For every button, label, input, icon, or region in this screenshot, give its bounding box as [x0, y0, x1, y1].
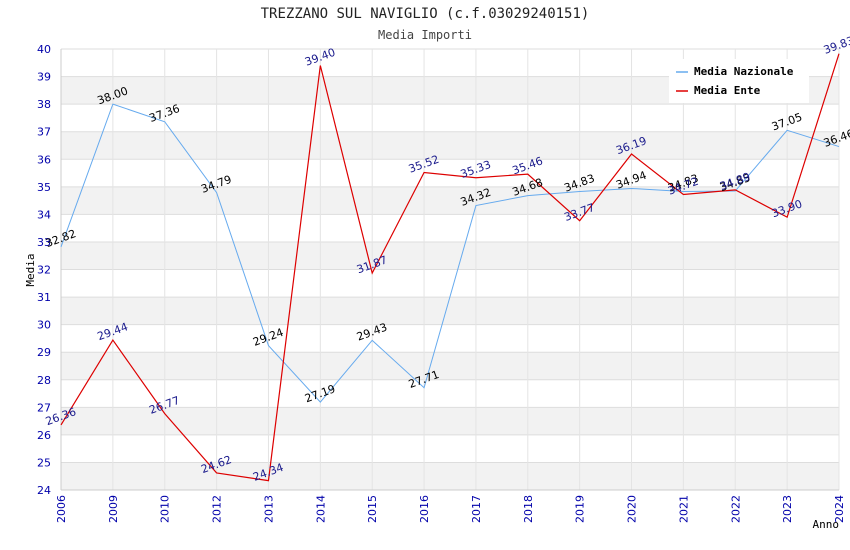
x-tick-label: 2017: [470, 495, 483, 523]
plot-band: [61, 352, 839, 380]
y-tick-label: 32: [37, 264, 51, 277]
x-tick-label: 2022: [729, 495, 742, 523]
legend-box: [669, 59, 809, 103]
plot-band: [61, 269, 839, 298]
series-line-nazionale: [60, 103, 840, 403]
x-axis-label: Anno: [813, 518, 840, 531]
plot-band: [61, 434, 839, 463]
y-tick-label: 37: [37, 126, 51, 139]
y-tick-label: 34: [37, 208, 51, 221]
chart-title: TREZZANO SUL NAVIGLIO (c.f.03029240151): [261, 6, 590, 22]
y-tick-label: 27: [37, 401, 51, 414]
x-tick-label: 2009: [107, 495, 120, 523]
plot-band: [61, 131, 839, 160]
y-tick-label: 39: [37, 71, 51, 84]
y-tick-label: 25: [37, 456, 51, 469]
plot-band: [61, 379, 839, 408]
y-tick-label: 38: [37, 98, 51, 111]
y-tick-label: 36: [37, 153, 51, 166]
x-tick-label: 2021: [677, 495, 690, 523]
plot-band: [61, 104, 839, 132]
y-tick-label: 33: [37, 236, 51, 249]
legend-label-ente: Media Ente: [694, 84, 761, 97]
plot-band: [61, 241, 839, 270]
x-tick-label: 2010: [159, 495, 172, 523]
chart-subtitle: Media Importi: [378, 28, 472, 42]
series-lines: [60, 53, 840, 482]
plot-band: [61, 159, 839, 187]
plot-band: [61, 214, 839, 242]
y-tick-label: 26: [37, 429, 51, 442]
x-tick-label: 2019: [574, 495, 587, 523]
y-tick-label: 29: [37, 346, 51, 359]
x-tick-label: 2013: [262, 495, 275, 523]
plot-band: [61, 324, 839, 353]
y-tick-label: 40: [37, 43, 51, 56]
y-tick-label: 24: [37, 484, 51, 497]
x-axis-ticks: 2006 2009 2010 2012 2013 2014 2015 2016 2017 2018…: [55, 495, 846, 523]
x-tick-label: 2012: [211, 495, 224, 523]
x-tick-label: 2018: [522, 495, 535, 523]
x-tick-label: 2024: [833, 495, 846, 523]
y-tick-label: 30: [37, 319, 51, 332]
x-tick-label: 2016: [418, 495, 431, 523]
y-axis-ticks: 24 25 26 27 28 29 30 31 32 33 34 35 36 37 38 39 40: [37, 43, 51, 497]
x-tick-label: 2014: [314, 495, 327, 523]
legend-label-nazionale: Media Nazionale: [694, 65, 794, 78]
plot-band: [61, 407, 839, 435]
x-tick-label: 2015: [366, 495, 379, 523]
x-tick-label: 2023: [781, 495, 794, 523]
plot-bands: [60, 48, 840, 491]
x-tick-label: 2006: [55, 495, 68, 523]
legend: Media Nazionale Media Ente: [669, 59, 809, 103]
plot-band: [61, 462, 839, 490]
plot-band: [61, 297, 839, 325]
y-tick-label: 35: [37, 181, 51, 194]
y-axis-label: Media: [24, 253, 37, 286]
y-tick-label: 28: [37, 374, 51, 387]
y-tick-label: 31: [37, 291, 51, 304]
x-tick-label: 2020: [626, 495, 639, 523]
series-line-ente: [60, 53, 840, 482]
